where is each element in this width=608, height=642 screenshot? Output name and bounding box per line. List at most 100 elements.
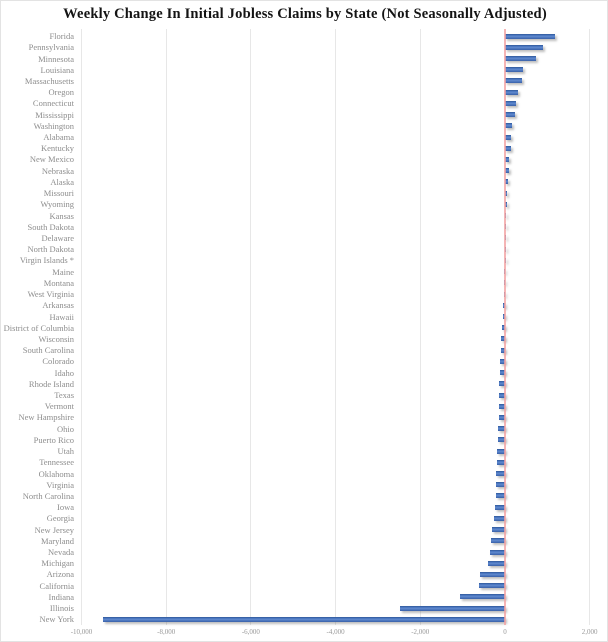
state-label: Oregon — [48, 87, 75, 98]
state-label: Tennessee — [39, 457, 74, 468]
state-label: Connecticut — [32, 98, 74, 109]
bar — [478, 583, 505, 589]
bar — [490, 549, 505, 555]
state-label: District of Columbia — [3, 322, 74, 333]
state-label: South Dakota — [27, 221, 74, 232]
x-tick-label: -4,000 — [326, 628, 345, 636]
state-label: Mississippi — [35, 109, 74, 120]
bar — [497, 448, 505, 454]
state-label: Nevada — [48, 547, 74, 558]
bar — [504, 112, 515, 118]
state-label: Maryland — [40, 535, 74, 546]
state-label: Oklahoma — [38, 468, 74, 479]
bar — [500, 336, 505, 342]
state-label: Puerto Rico — [33, 434, 74, 445]
bar — [496, 471, 505, 477]
bar — [504, 156, 509, 162]
bar — [499, 392, 505, 398]
bar — [460, 594, 505, 600]
bar — [499, 370, 505, 376]
state-label: Massachusetts — [24, 75, 74, 86]
zero-axis-line — [503, 29, 506, 625]
state-label: Pennsylvania — [28, 42, 74, 53]
state-label: Hawaii — [49, 311, 74, 322]
bar — [504, 145, 511, 151]
bar — [495, 482, 505, 488]
state-label: Texas — [54, 390, 74, 401]
state-label: South Carolina — [22, 345, 74, 356]
state-label: Louisiana — [40, 64, 74, 75]
bar — [504, 78, 522, 84]
bar — [504, 89, 519, 95]
x-tick-label: -2,000 — [411, 628, 430, 636]
bar — [493, 515, 505, 521]
bar — [504, 56, 536, 62]
bar — [495, 493, 505, 499]
state-label: Maine — [52, 266, 74, 277]
state-label: Nebraska — [41, 165, 74, 176]
state-label: Florida — [49, 31, 74, 42]
x-tick-label: 0 — [503, 628, 507, 636]
x-tick-label: -8,000 — [157, 628, 176, 636]
state-label: New Mexico — [29, 154, 74, 165]
state-label: Alabama — [43, 132, 74, 143]
x-tick-label: 2,000 — [581, 628, 598, 636]
state-label: Illinois — [49, 603, 74, 614]
bar — [399, 605, 505, 611]
bar — [492, 527, 505, 533]
bar — [504, 123, 512, 129]
state-label: New Hampshire — [18, 412, 74, 423]
gridline — [165, 29, 167, 625]
bar — [502, 325, 505, 331]
bar — [504, 190, 508, 196]
state-label: Minnesota — [38, 53, 74, 64]
bar — [102, 616, 505, 622]
state-label: Virgin Islands * — [19, 255, 74, 266]
bar — [502, 314, 505, 319]
state-label: California — [39, 580, 74, 591]
bar — [504, 67, 523, 73]
bar — [498, 414, 505, 420]
state-label: North Dakota — [27, 244, 74, 255]
state-label: New Jersey — [34, 524, 74, 535]
bar — [496, 459, 505, 465]
state-label: Arkansas — [42, 300, 74, 311]
bar — [504, 100, 516, 106]
bar — [487, 560, 505, 566]
state-label: Colorado — [42, 356, 74, 367]
bar — [504, 134, 512, 140]
state-label: Ohio — [57, 423, 74, 434]
state-label: Utah — [57, 446, 74, 457]
state-label: New York — [39, 614, 74, 625]
gridline — [589, 29, 591, 625]
state-label: Georgia — [46, 513, 74, 524]
state-label: Vermont — [44, 401, 74, 412]
bar — [499, 381, 505, 387]
state-label: Wyoming — [40, 199, 75, 210]
bar — [504, 33, 555, 39]
state-label: Indiana — [48, 591, 75, 602]
bar — [500, 358, 505, 364]
state-label: North Carolina — [22, 490, 74, 501]
state-label: Wisconsin — [38, 333, 74, 344]
state-label: Virginia — [46, 479, 74, 490]
state-label: Rhode Island — [28, 378, 74, 389]
gridline — [250, 29, 252, 625]
state-label: Missouri — [43, 188, 74, 199]
state-label: West Virginia — [27, 289, 74, 300]
state-label: Idaho — [54, 367, 74, 378]
state-label: Kansas — [49, 210, 74, 221]
state-label: Michigan — [41, 558, 74, 569]
state-label: Montana — [43, 277, 74, 288]
state-label: Delaware — [41, 232, 74, 243]
gridline — [81, 29, 82, 625]
gridline — [335, 29, 337, 625]
bar — [504, 168, 509, 174]
bar — [499, 403, 505, 409]
bar — [504, 44, 544, 50]
x-tick-label: -6,000 — [241, 628, 260, 636]
bar — [480, 571, 505, 577]
state-label: Washington — [33, 120, 74, 131]
chart-title: Weekly Change In Initial Jobless Claims … — [63, 6, 547, 22]
